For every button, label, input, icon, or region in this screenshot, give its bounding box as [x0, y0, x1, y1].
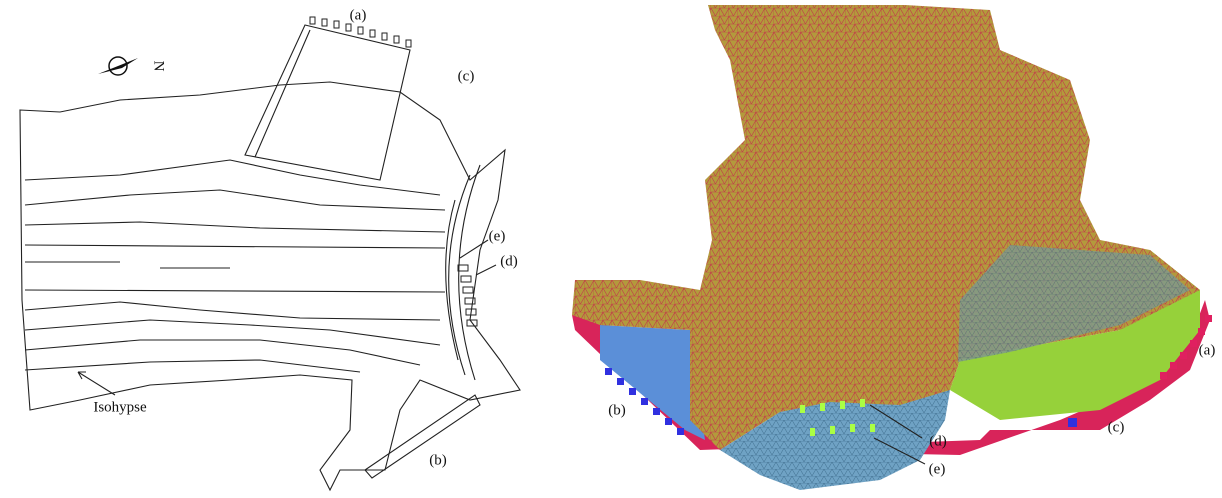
plan-drawing: N (a) (c) (e) (d) Isohypse (b): [20, 7, 520, 490]
figure: N (a) (c) (e) (d) Isohypse (b) (a) (b): [0, 0, 1222, 498]
dam-a: [245, 25, 410, 180]
compass-icon: [98, 57, 138, 75]
label: (e): [489, 228, 506, 244]
label: (a): [350, 7, 367, 23]
label: (d): [929, 433, 947, 449]
label: (d): [500, 253, 518, 269]
compass-label: N: [151, 61, 167, 72]
dam-b: [365, 395, 480, 478]
label: Isohypse: [93, 399, 147, 415]
label: (b): [429, 452, 447, 468]
label: (b): [608, 402, 626, 418]
label: (e): [929, 461, 946, 477]
mesh-model: (a) (b) (c) (d) (e): [572, 5, 1215, 490]
arrow: [78, 372, 115, 395]
label: (a): [1199, 342, 1216, 358]
label: (c): [458, 68, 475, 84]
arrow: [460, 240, 496, 275]
side-b: [600, 325, 705, 440]
label: (c): [1108, 419, 1125, 435]
arch: [446, 165, 480, 380]
contour: [25, 160, 445, 372]
